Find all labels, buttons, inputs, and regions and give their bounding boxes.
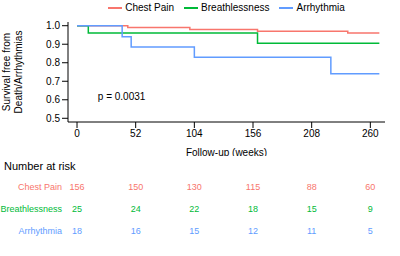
html-text:24: 24 [130,204,141,214]
svg-text:52: 52 [130,128,142,139]
svg-text:Follow-up (weeks): Follow-up (weeks) [186,147,267,156]
html-text:Number at risk: Number at risk [4,160,76,172]
svg-text:0.9: 0.9 [46,39,60,50]
html-text:Chest Pain: Chest Pain [18,182,62,192]
html-text:Breathlessness: Breathlessness [201,2,270,13]
html-text:Breathlessness: Breathlessness [0,204,62,214]
html-text:130: 130 [186,182,202,192]
html-text:Arrhythmia: Arrhythmia [18,226,62,236]
html-text:60: 60 [365,182,376,192]
html-text:5: 5 [367,226,373,236]
html-text:88: 88 [306,182,317,192]
html-text:156: 156 [69,182,85,192]
svg-text:208: 208 [303,128,320,139]
svg-text:0.6: 0.6 [46,94,60,105]
svg-text:0.5: 0.5 [46,113,60,124]
svg-text:0.8: 0.8 [46,57,60,68]
html-text:22: 22 [189,204,200,214]
svg-text:0: 0 [74,128,80,139]
html-text:12: 12 [248,226,258,236]
svg-text:0.7: 0.7 [46,76,60,87]
html-text:16: 16 [130,226,141,236]
html-text:15: 15 [189,226,200,236]
html-text:15: 15 [306,204,317,214]
html-text:Arrhythmia: Arrhythmia [296,2,345,13]
html-text:150: 150 [128,182,144,192]
svg-text:104: 104 [186,128,203,139]
html-text:Chest Pain: Chest Pain [125,2,175,13]
html-text:11: 11 [307,226,317,236]
html-text:9: 9 [367,204,373,214]
html-text:18: 18 [72,226,82,236]
html-text:115: 115 [245,182,261,192]
svg-text:156: 156 [245,128,262,139]
svg-text:Survival free fromDeath/Arrhyt: Survival free fromDeath/Arrhythmias [8,31,24,114]
svg-text:1.0: 1.0 [46,20,60,31]
svg-text:260: 260 [362,128,379,139]
svg-text:p = 0.0031: p = 0.0031 [98,91,146,102]
html-text:18: 18 [248,204,258,214]
html-text:25: 25 [72,204,82,214]
